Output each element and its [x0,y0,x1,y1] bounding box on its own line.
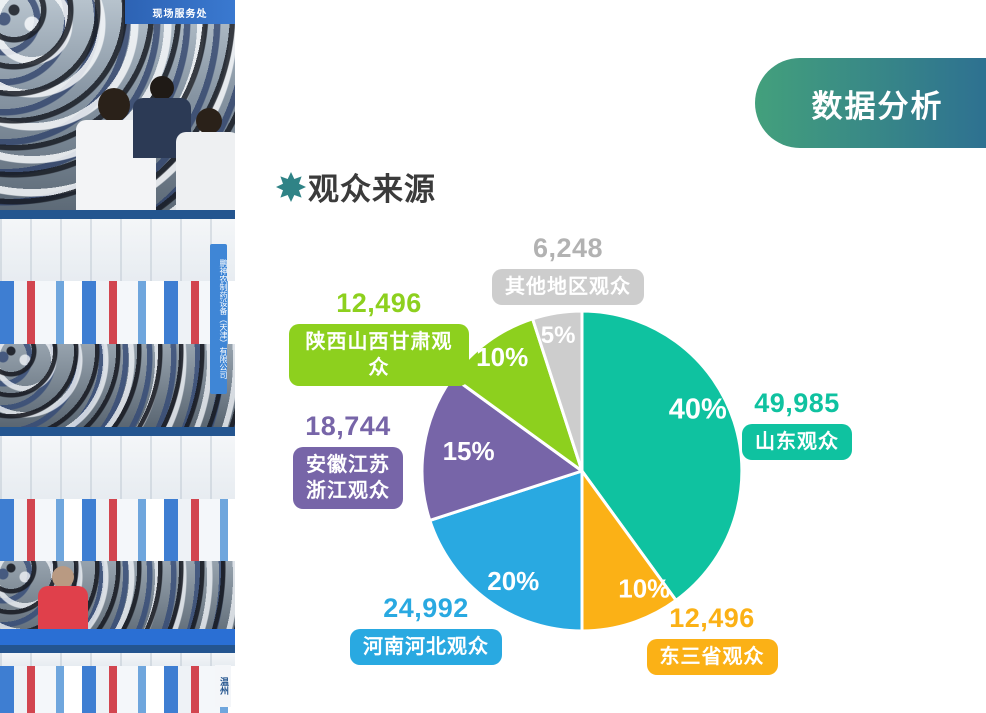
hall-crowd-photo-2 [0,436,235,645]
audience-source-pie-chart: 40% 10% 20% 15% 10% 5% [417,306,747,636]
callout-label: 陕西山西甘肃观众 [289,324,469,386]
booth-banner: 鹏神农制药设备（天津）有限公司 [210,243,227,394]
pie-slice-2 [428,469,584,633]
callout-anhui: 18,744 安徽江苏 浙江观众 [258,413,438,509]
wenzhou-sign: 温州 [215,665,231,707]
service-desk-sign-text: 现场服务处 [152,8,208,20]
booth-row [0,666,235,713]
service-desk-sign: 现场服务处 [125,0,235,24]
banner-title: 数据分析 [811,88,944,124]
callout-label: 山东观众 [742,424,852,460]
callout-henan: 24,992 河南河北观众 [336,595,516,665]
pie-slice-3 [420,375,584,522]
entrance-crowd-photo: 现场服务处 [0,0,235,210]
callout-label: 东三省观众 [646,639,778,675]
callout-shandong: 49,985 山东观众 [707,390,887,460]
callout-value: 12,496 [336,288,422,318]
hall-crowd [0,343,235,427]
callout-label-line2: 浙江观众 [306,480,390,502]
wenzhou-sign-text: 温州 [219,677,229,695]
booth-banner-text: 鹏神农制药设备（天津）有限公司 [219,258,227,379]
blue-carpet [0,629,235,645]
photo-strip: 现场服务处 鹏神农制药设备（天津）有限公司 [0,0,235,713]
hall-crowd-photo-1: 鹏神农制药设备（天津）有限公司 [0,219,235,427]
callout-other: 6,248 其他地区观众 [478,235,658,305]
pie-percent-label-2: 20% [487,566,539,596]
callout-label: 河南河北观众 [350,629,502,665]
callout-value: 12,496 [669,603,755,633]
star-burst-icon [276,171,306,202]
pie-slice-1 [580,469,678,633]
callout-shaanxi: 12,496 陕西山西甘肃观众 [289,290,469,386]
pie-chart-svg: 40% 10% 20% 15% 10% 5% [420,309,744,633]
data-analysis-banner: 数据分析 [755,58,986,148]
section-title: 观众来源 [276,164,436,209]
page-title: 观众来源 [308,172,436,207]
callout-value: 49,985 [754,388,840,418]
callout-value: 18,744 [305,411,391,441]
callout-label: 其他地区观众 [492,269,644,305]
pie-slice-5 [531,309,584,473]
pie-percent-label-1: 10% [618,573,670,603]
callout-dongbei: 12,496 东三省观众 [622,605,802,675]
star-shape [276,171,306,202]
callout-label-line1: 安徽江苏 [306,454,390,476]
pie-slice-0 [580,309,744,602]
callout-label: 安徽江苏 浙江观众 [293,447,403,509]
pie-percent-label-4: 10% [476,342,528,372]
pie-percent-label-0: 40% [669,393,727,425]
pie-percent-label-5: 5% [541,322,576,349]
pie-percent-label-3: 15% [443,436,495,466]
hall-booth-photo: 温州 [0,653,235,713]
callout-value: 6,248 [532,233,604,263]
callout-value: 24,992 [383,593,469,623]
